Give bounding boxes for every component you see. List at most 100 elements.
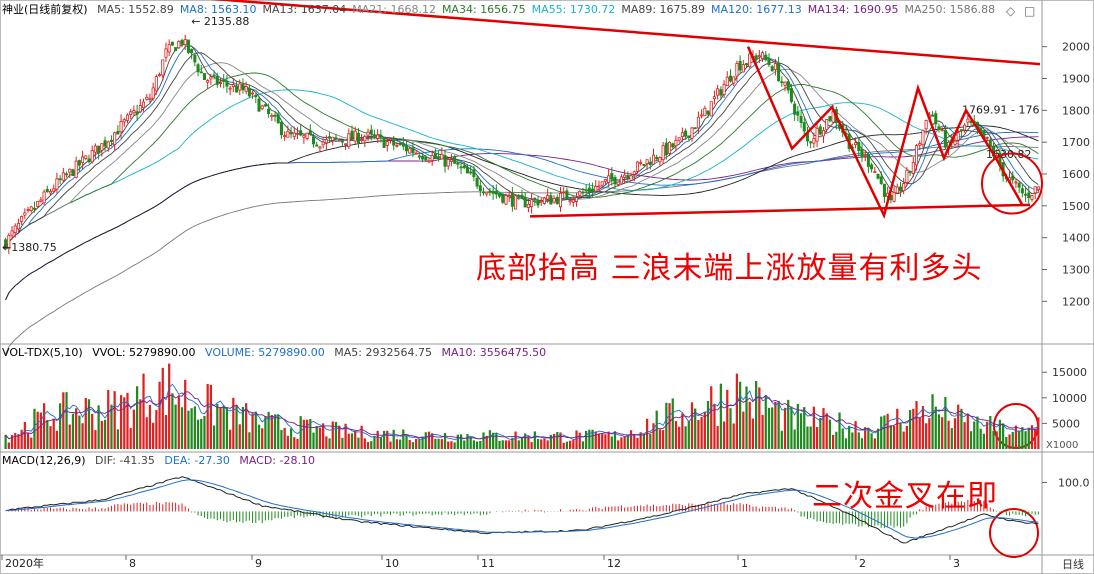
volume-bar <box>601 433 604 449</box>
volume-bar <box>450 441 453 449</box>
volume-bar <box>81 423 84 449</box>
candle-body <box>767 58 771 65</box>
volume-bar <box>107 389 110 449</box>
ma-legend-item: MA89: 1675.89 <box>621 3 706 16</box>
volume-bar <box>639 432 642 449</box>
volume-tick-label: 15000 <box>1052 366 1087 379</box>
candle-body <box>956 132 960 141</box>
volume-bar <box>732 423 735 449</box>
diamond-icon[interactable]: ◇ <box>1006 4 1016 18</box>
candle-body <box>629 175 633 181</box>
volume-bar <box>187 410 190 449</box>
volume-bar <box>944 397 947 449</box>
volume-bar <box>459 434 463 449</box>
volume-bar <box>203 415 206 449</box>
volume-bar <box>934 406 937 449</box>
candle-body <box>292 132 296 137</box>
period-tab[interactable]: 日线 <box>1062 558 1084 571</box>
candle-body <box>48 191 53 194</box>
volume-bar <box>366 441 370 449</box>
candle-body <box>138 105 142 113</box>
volume-bar <box>354 430 357 449</box>
candle-body <box>132 110 136 114</box>
candle-body <box>517 195 521 198</box>
volume-bar <box>815 427 819 449</box>
candle-body <box>235 85 239 93</box>
candle-body <box>562 191 566 194</box>
candle-body <box>263 104 267 107</box>
candle-body <box>523 196 527 208</box>
candle-body <box>655 156 659 160</box>
volume-bar <box>177 395 180 449</box>
volume-bar <box>989 415 992 449</box>
volume-bar <box>585 430 588 449</box>
candle-body <box>1027 192 1031 198</box>
volume-bar <box>91 413 94 449</box>
ma-line-34 <box>5 72 1039 249</box>
volume-bar <box>626 434 629 449</box>
volume-bar <box>318 427 322 449</box>
candle-body <box>32 207 36 210</box>
volume-bar <box>591 429 594 449</box>
candle-body <box>13 225 17 233</box>
square-icon[interactable]: □ <box>1024 4 1036 18</box>
volume-bar <box>415 438 418 449</box>
candle-body <box>10 230 14 236</box>
volume-bar <box>245 403 248 449</box>
volume-bar <box>492 432 495 449</box>
volume-bar <box>937 414 941 449</box>
price-tick-label: 1500 <box>1062 200 1090 213</box>
candle-body <box>584 189 588 192</box>
candle-body <box>1033 186 1037 194</box>
candle-body <box>222 79 226 82</box>
candle-body <box>174 47 178 52</box>
volume-bar <box>806 426 809 449</box>
volume-bar <box>726 389 729 449</box>
volume-bar <box>501 440 504 449</box>
volume-bar <box>870 433 873 449</box>
volume-bar <box>71 413 75 449</box>
volume-bar <box>831 434 835 449</box>
candle-body <box>854 142 858 146</box>
candle-body <box>39 199 43 202</box>
volume-bar <box>524 433 527 449</box>
x-axis-label: 8 <box>129 557 136 570</box>
candle-body <box>347 133 351 148</box>
candle-body <box>748 53 752 68</box>
candle-body <box>728 75 733 82</box>
volume-bar <box>992 430 995 449</box>
volume-bar <box>164 414 168 449</box>
candle-body <box>780 81 784 84</box>
volume-bar <box>1030 425 1034 449</box>
candle-body <box>443 155 447 167</box>
candle-body <box>703 107 707 117</box>
candle-body <box>818 126 822 135</box>
volume-bar <box>578 432 581 449</box>
macd-highlight-circle <box>989 508 1039 558</box>
ma-legend-item: MA5: 1552.89 <box>97 3 174 16</box>
volume-bar <box>674 421 678 449</box>
candle-body <box>414 152 418 155</box>
volume-bar <box>649 433 652 449</box>
candle-body <box>908 171 912 174</box>
candle-body <box>417 155 421 158</box>
candle-body <box>366 131 370 136</box>
candle-body <box>260 105 264 110</box>
volume-bar <box>854 421 857 449</box>
candle-body <box>65 173 69 176</box>
volume-bar <box>421 436 424 449</box>
volume-bar <box>953 418 957 449</box>
volume-bar <box>1005 436 1008 449</box>
volume-bar <box>588 429 591 449</box>
candle-body <box>20 215 24 222</box>
candle-body <box>36 200 40 207</box>
volume-bar <box>880 416 883 449</box>
volume-bar <box>190 408 193 449</box>
candle-body <box>1030 195 1034 200</box>
candle-body <box>959 129 963 132</box>
candle-body <box>433 152 437 159</box>
candle-body <box>244 86 248 92</box>
volume-bar <box>289 428 293 449</box>
main-annotation: 底部抬高 三浪末端上涨放量有利多头 <box>476 251 983 286</box>
candle-body <box>289 132 293 135</box>
